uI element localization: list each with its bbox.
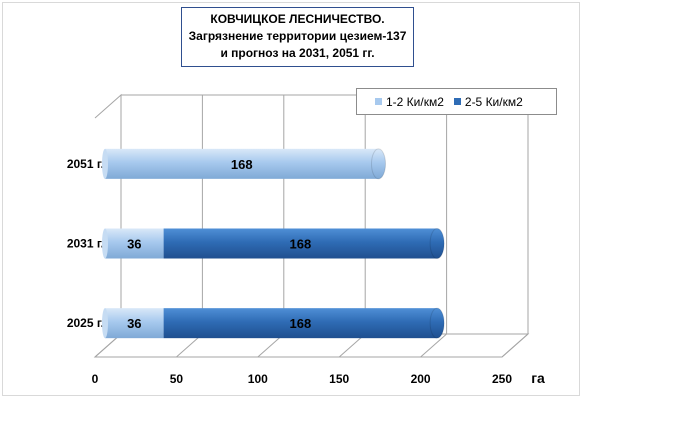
bar-1-series-1-body (163, 228, 438, 259)
bar-2-series-1-body (163, 308, 438, 339)
x-tick-label-4: 200 (411, 372, 431, 386)
chart-legend: 1-2 Ки/км2 2-5 Ки/км2 (356, 88, 557, 115)
y-tick-label-1: 2031 г. (67, 237, 104, 251)
x-tick-label-3: 150 (329, 372, 349, 386)
x-axis-unit-label: га (531, 370, 545, 386)
bar-0-left-cap (102, 148, 108, 179)
bar-2-left-cap (102, 308, 108, 339)
data-label-0-series-0: 168 (231, 157, 253, 172)
bar-1-left-cap (102, 228, 108, 259)
chart-title-line-1: КОВЧИЦКОЕ ЛЕСНИЧЕСТВО. (210, 12, 385, 26)
chart-title: КОВЧИЦКОЕ ЛЕСНИЧЕСТВО. Загрязнение терри… (181, 7, 414, 67)
bar-1-series-0-body (105, 228, 164, 259)
legend-item-series-2: 2-5 Ки/км2 (453, 94, 523, 109)
data-label-1-series-1: 168 (290, 237, 312, 252)
legend-swatch-series-1 (375, 98, 382, 105)
data-label-1-series-0: 36 (127, 237, 141, 252)
y-tick-label-2: 2025 г. (67, 316, 104, 330)
bar-2-series-0-body (105, 308, 164, 339)
legend-label-series-1: 1-2 Ки/км2 (386, 94, 444, 109)
bar-0-series-0-cap (371, 148, 387, 180)
legend-swatch-series-2 (453, 98, 461, 105)
y-tick-label-0: 2051 г. (67, 157, 104, 171)
x-tick-label-0: 0 (92, 372, 99, 386)
legend-label-series-2: 2-5 Ки/км2 (464, 94, 523, 109)
bar-1-series-1-cap (429, 228, 445, 259)
floor-gridline-5 (501, 333, 529, 358)
bar-0-series-0-body (105, 148, 379, 179)
data-label-2-series-0: 36 (127, 316, 141, 331)
chart-title-line-2: Загрязнение территории цезием-137 (188, 29, 407, 43)
x-tick-label-1: 50 (170, 372, 184, 386)
x-tick-label-5: 250 (492, 372, 512, 386)
chart-title-line-3: и прогноз на 2031, 2051 гг. (220, 46, 375, 60)
legend-item-series-1: 1-2 Ки/км2 (375, 95, 444, 109)
floor-gridline-4 (420, 333, 447, 358)
bar-2-series-1-cap (429, 307, 445, 339)
x-tick-label-2: 100 (248, 372, 268, 386)
data-label-2-series-1: 168 (290, 316, 312, 331)
